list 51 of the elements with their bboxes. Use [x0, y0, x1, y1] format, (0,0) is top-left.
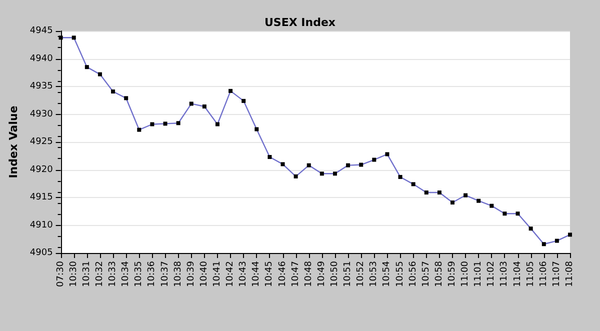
x-tick-label: 10:34: [121, 260, 132, 287]
x-tick-label: 10:43: [238, 261, 249, 287]
x-tick-label: 10:33: [108, 261, 118, 287]
x-tick-label: 10:50: [330, 260, 340, 287]
chart-title: USEX Index: [264, 16, 336, 29]
x-tick-label: 10:41: [212, 261, 222, 287]
y-tick-label: 4945: [30, 26, 53, 36]
y-tick-label: 4910: [30, 220, 54, 230]
x-tick-label: 10:31: [82, 261, 92, 287]
y-axis-title: Index Value: [7, 106, 20, 178]
y-tick-label: 4930: [30, 109, 54, 120]
x-tick-label: 10:47: [290, 261, 301, 287]
x-tick-label: 11:05: [526, 261, 536, 287]
x-tick-label: 11:08: [565, 260, 575, 287]
x-tick-label: 10:44: [252, 260, 262, 287]
x-tick-label: 10:54: [382, 260, 392, 287]
x-tick-label: 11:07: [552, 261, 562, 287]
x-tick-label: 10:51: [343, 261, 354, 287]
x-tick-label: 10:56: [408, 260, 418, 287]
x-tick-label: 10:57: [421, 261, 432, 287]
x-tick-label: 10:35: [134, 261, 144, 287]
x-tick-label: 11:02: [486, 261, 497, 287]
x-tick-label: 10:40: [199, 260, 210, 287]
y-tick-label: 4905: [30, 248, 53, 258]
y-tick-label: 4920: [30, 164, 54, 175]
x-tick-label: 10:49: [316, 260, 327, 287]
y-tick-label: 4935: [30, 82, 53, 92]
x-tick-label: 10:46: [278, 260, 288, 287]
x-tick-label: 11:04: [512, 260, 523, 287]
x-tick-label: 10:38: [173, 260, 184, 287]
x-tick-label: 11:03: [500, 261, 510, 287]
x-tick-label: 10:42: [226, 261, 236, 287]
x-tick-label: 11:00: [460, 260, 471, 287]
y-tick-label: 4925: [30, 137, 53, 147]
x-tick-label: 10:58: [434, 260, 444, 287]
x-tick-label: 10:36: [147, 260, 158, 287]
x-tick-label: 11:01: [474, 261, 484, 287]
x-tick-label: 10:48: [304, 260, 314, 287]
x-tick-label: 11:06: [538, 260, 549, 287]
x-tick-label: 10:45: [264, 261, 275, 287]
x-tick-label: 10:39: [186, 260, 196, 287]
x-tick-label: 10:55: [395, 261, 406, 287]
x-tick-label: 07:30: [56, 260, 66, 287]
y-tick-label: 4940: [30, 54, 54, 64]
x-tick-label: 10:30: [68, 260, 79, 287]
x-tick-label: 10:53: [369, 261, 380, 287]
x-tick-label: 10:37: [160, 261, 170, 287]
x-tick-label: 10:59: [447, 260, 458, 287]
x-tick-label: 10:32: [94, 261, 105, 287]
x-tick-label: 10:52: [356, 261, 366, 287]
y-tick-label: 4915: [30, 192, 53, 202]
